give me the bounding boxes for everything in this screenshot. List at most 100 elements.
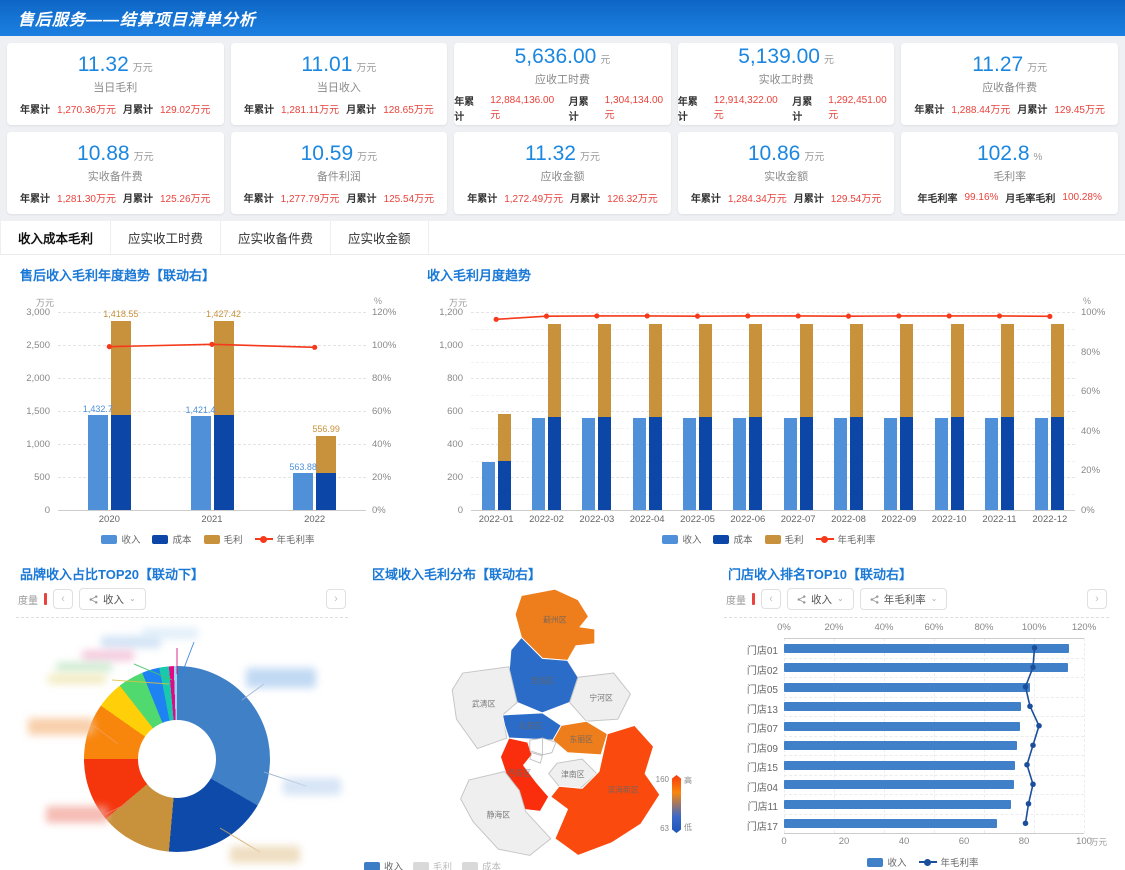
row-divider: [784, 755, 1084, 756]
kpi-name: 备件利润: [316, 170, 361, 183]
kpi-stat-label: 年累计: [243, 193, 274, 205]
bar-profit: [1001, 323, 1014, 417]
v-gridline: [1084, 638, 1085, 833]
kpi-stats: 年累计 12,884,136.00元 月累计 1,304,134.00元: [454, 93, 671, 123]
chart-title-region: 区域收入毛利分布【联动右】: [372, 567, 542, 582]
bar-profit: [548, 323, 561, 417]
store-bar: [784, 682, 1030, 692]
store-label: 门店09: [746, 743, 778, 755]
kpi-stat-value: 1,284.34万元: [727, 193, 787, 205]
legend-item[interactable]: 毛利: [764, 532, 804, 546]
measure-pill[interactable]: 收入 ⌄: [787, 588, 854, 610]
kpi-stats: 年累计 1,281.11万元 月累计 128.65万元: [244, 101, 434, 116]
kpi-value-row: 11.32 万元: [78, 53, 153, 77]
kpi-grid: 11.32 万元 当日毛利 年累计 1,270.36万元 月累计 129.02万元 11.01…: [0, 36, 1125, 214]
x-bottom-tick: 0: [781, 836, 787, 847]
gridline: [471, 312, 1075, 313]
measure-pill[interactable]: 收入 ⌄: [79, 588, 146, 610]
y-tick: 1,000: [439, 340, 463, 351]
legend-item[interactable]: 收入: [867, 855, 907, 869]
region-静海区[interactable]: 静海区: [460, 771, 552, 856]
row-divider: [784, 677, 1084, 678]
legend-label: 收入: [682, 535, 702, 546]
kpi-stat-value: 129.02万元: [159, 104, 211, 116]
legend-item[interactable]: 毛利: [413, 859, 452, 870]
prev-button[interactable]: ‹: [53, 589, 73, 609]
legend-item[interactable]: 成本: [462, 859, 501, 870]
y-tick: 3,000: [26, 307, 50, 318]
next-button[interactable]: ›: [1087, 589, 1107, 609]
legend-item[interactable]: 收入: [662, 532, 701, 546]
kpi-stat-label: 年累计: [467, 193, 498, 205]
bar-cost: [699, 416, 712, 510]
region-label: 静海区: [487, 810, 511, 820]
kpi-stat-value: 1,281.11万元: [281, 104, 340, 116]
tab-4[interactable]: 应实收金额: [331, 221, 429, 254]
bar-cost: [110, 414, 131, 510]
bar-label-income: 1,421.4: [185, 405, 216, 416]
tab-bar: 收入成本毛利 应实收工时费 应实收备件费 应实收金额: [0, 221, 1125, 255]
x-axis-line: [471, 510, 1075, 511]
x-top-tick: 80%: [974, 622, 994, 633]
bar-profit: [699, 323, 712, 417]
y2-tick: 80%: [372, 373, 392, 384]
bar-income: [985, 418, 998, 510]
prev-button[interactable]: ‹: [761, 589, 781, 609]
legend-item[interactable]: 成本: [713, 532, 753, 546]
legend: 收入 年毛利率: [728, 855, 1118, 869]
tab-2[interactable]: 应实收工时费: [111, 221, 222, 254]
bar-income: [481, 462, 495, 510]
x-bottom-tick: 80: [1018, 836, 1030, 847]
kpi-stat-value: 12,914,322.00元: [713, 95, 778, 121]
region-武清区[interactable]: 武清区: [451, 666, 518, 750]
bar-profit: [110, 321, 131, 415]
x-bottom-tick: 60: [958, 836, 970, 847]
store-bar: [784, 643, 1069, 653]
legend-item[interactable]: 年毛利率: [254, 532, 315, 546]
gridline-minor: [471, 361, 1075, 363]
y-tick: 400: [447, 439, 463, 450]
legend-item[interactable]: 成本: [152, 532, 192, 546]
kpi-unit: 万元: [132, 62, 153, 74]
bar-label-profit: 1,427.42: [205, 308, 242, 319]
kpi-stat-label: 月累计: [1017, 104, 1048, 116]
legend-chip: [101, 534, 118, 544]
kpi-name: 毛利率: [993, 170, 1027, 183]
legend-label: 收入: [384, 862, 404, 870]
legend-item[interactable]: 毛利: [203, 532, 243, 546]
x-top-tick: 120%: [1071, 622, 1097, 633]
gridline-minor: [471, 460, 1075, 462]
brand-donut-chart: [84, 666, 270, 852]
chart-title-monthly: 收入毛利月度趋势: [427, 268, 532, 283]
store-bar: [784, 799, 1011, 809]
measure-pill[interactable]: 年毛利率 ⌄: [859, 588, 948, 610]
legend-chip: [364, 861, 380, 870]
kpi-stats: 年累计 1,288.44万元 月累计 129.45万元: [914, 101, 1105, 116]
legend-item[interactable]: 收入: [364, 859, 403, 870]
tab-1[interactable]: 收入成本毛利: [0, 221, 112, 254]
legend-item[interactable]: 收入: [101, 532, 140, 546]
kpi-value-row: 5,636.00 元: [515, 45, 611, 69]
tab-3[interactable]: 应实收备件费: [221, 221, 332, 254]
kpi-name: 当日收入: [316, 81, 361, 94]
kpi-unit: 万元: [1027, 62, 1048, 74]
kpi-unit: 元: [823, 55, 834, 66]
bar-profit: [799, 323, 813, 417]
chart-title-stores: 门店收入排名TOP10【联动右】: [728, 567, 912, 582]
region-东丽区[interactable]: 东丽区: [552, 720, 608, 756]
region-滨海新区[interactable]: 滨海新区: [550, 724, 660, 856]
blurred-slice-label: [46, 806, 108, 823]
region-北辰区[interactable]: 北辰区: [501, 712, 562, 741]
region-宁河区[interactable]: 宁河区: [569, 672, 631, 722]
legend-item[interactable]: 年毛利率: [815, 532, 876, 546]
kpi-stat-value: 1,272.49万元: [504, 193, 564, 205]
region-宝坻区[interactable]: 宝坻区: [508, 636, 579, 714]
region-label: 宁河区: [589, 692, 613, 702]
kpi-stats: 年累计 1,284.34万元 月累计 129.54万元: [691, 190, 882, 205]
x-tick: 2021: [201, 514, 223, 525]
kpi-stat-value: 126.32万元: [607, 193, 658, 205]
legend-item[interactable]: 年毛利率: [918, 855, 979, 869]
next-button[interactable]: ›: [326, 589, 346, 609]
x-tick: 2022-12: [1032, 514, 1068, 525]
legend-line: [918, 858, 937, 867]
